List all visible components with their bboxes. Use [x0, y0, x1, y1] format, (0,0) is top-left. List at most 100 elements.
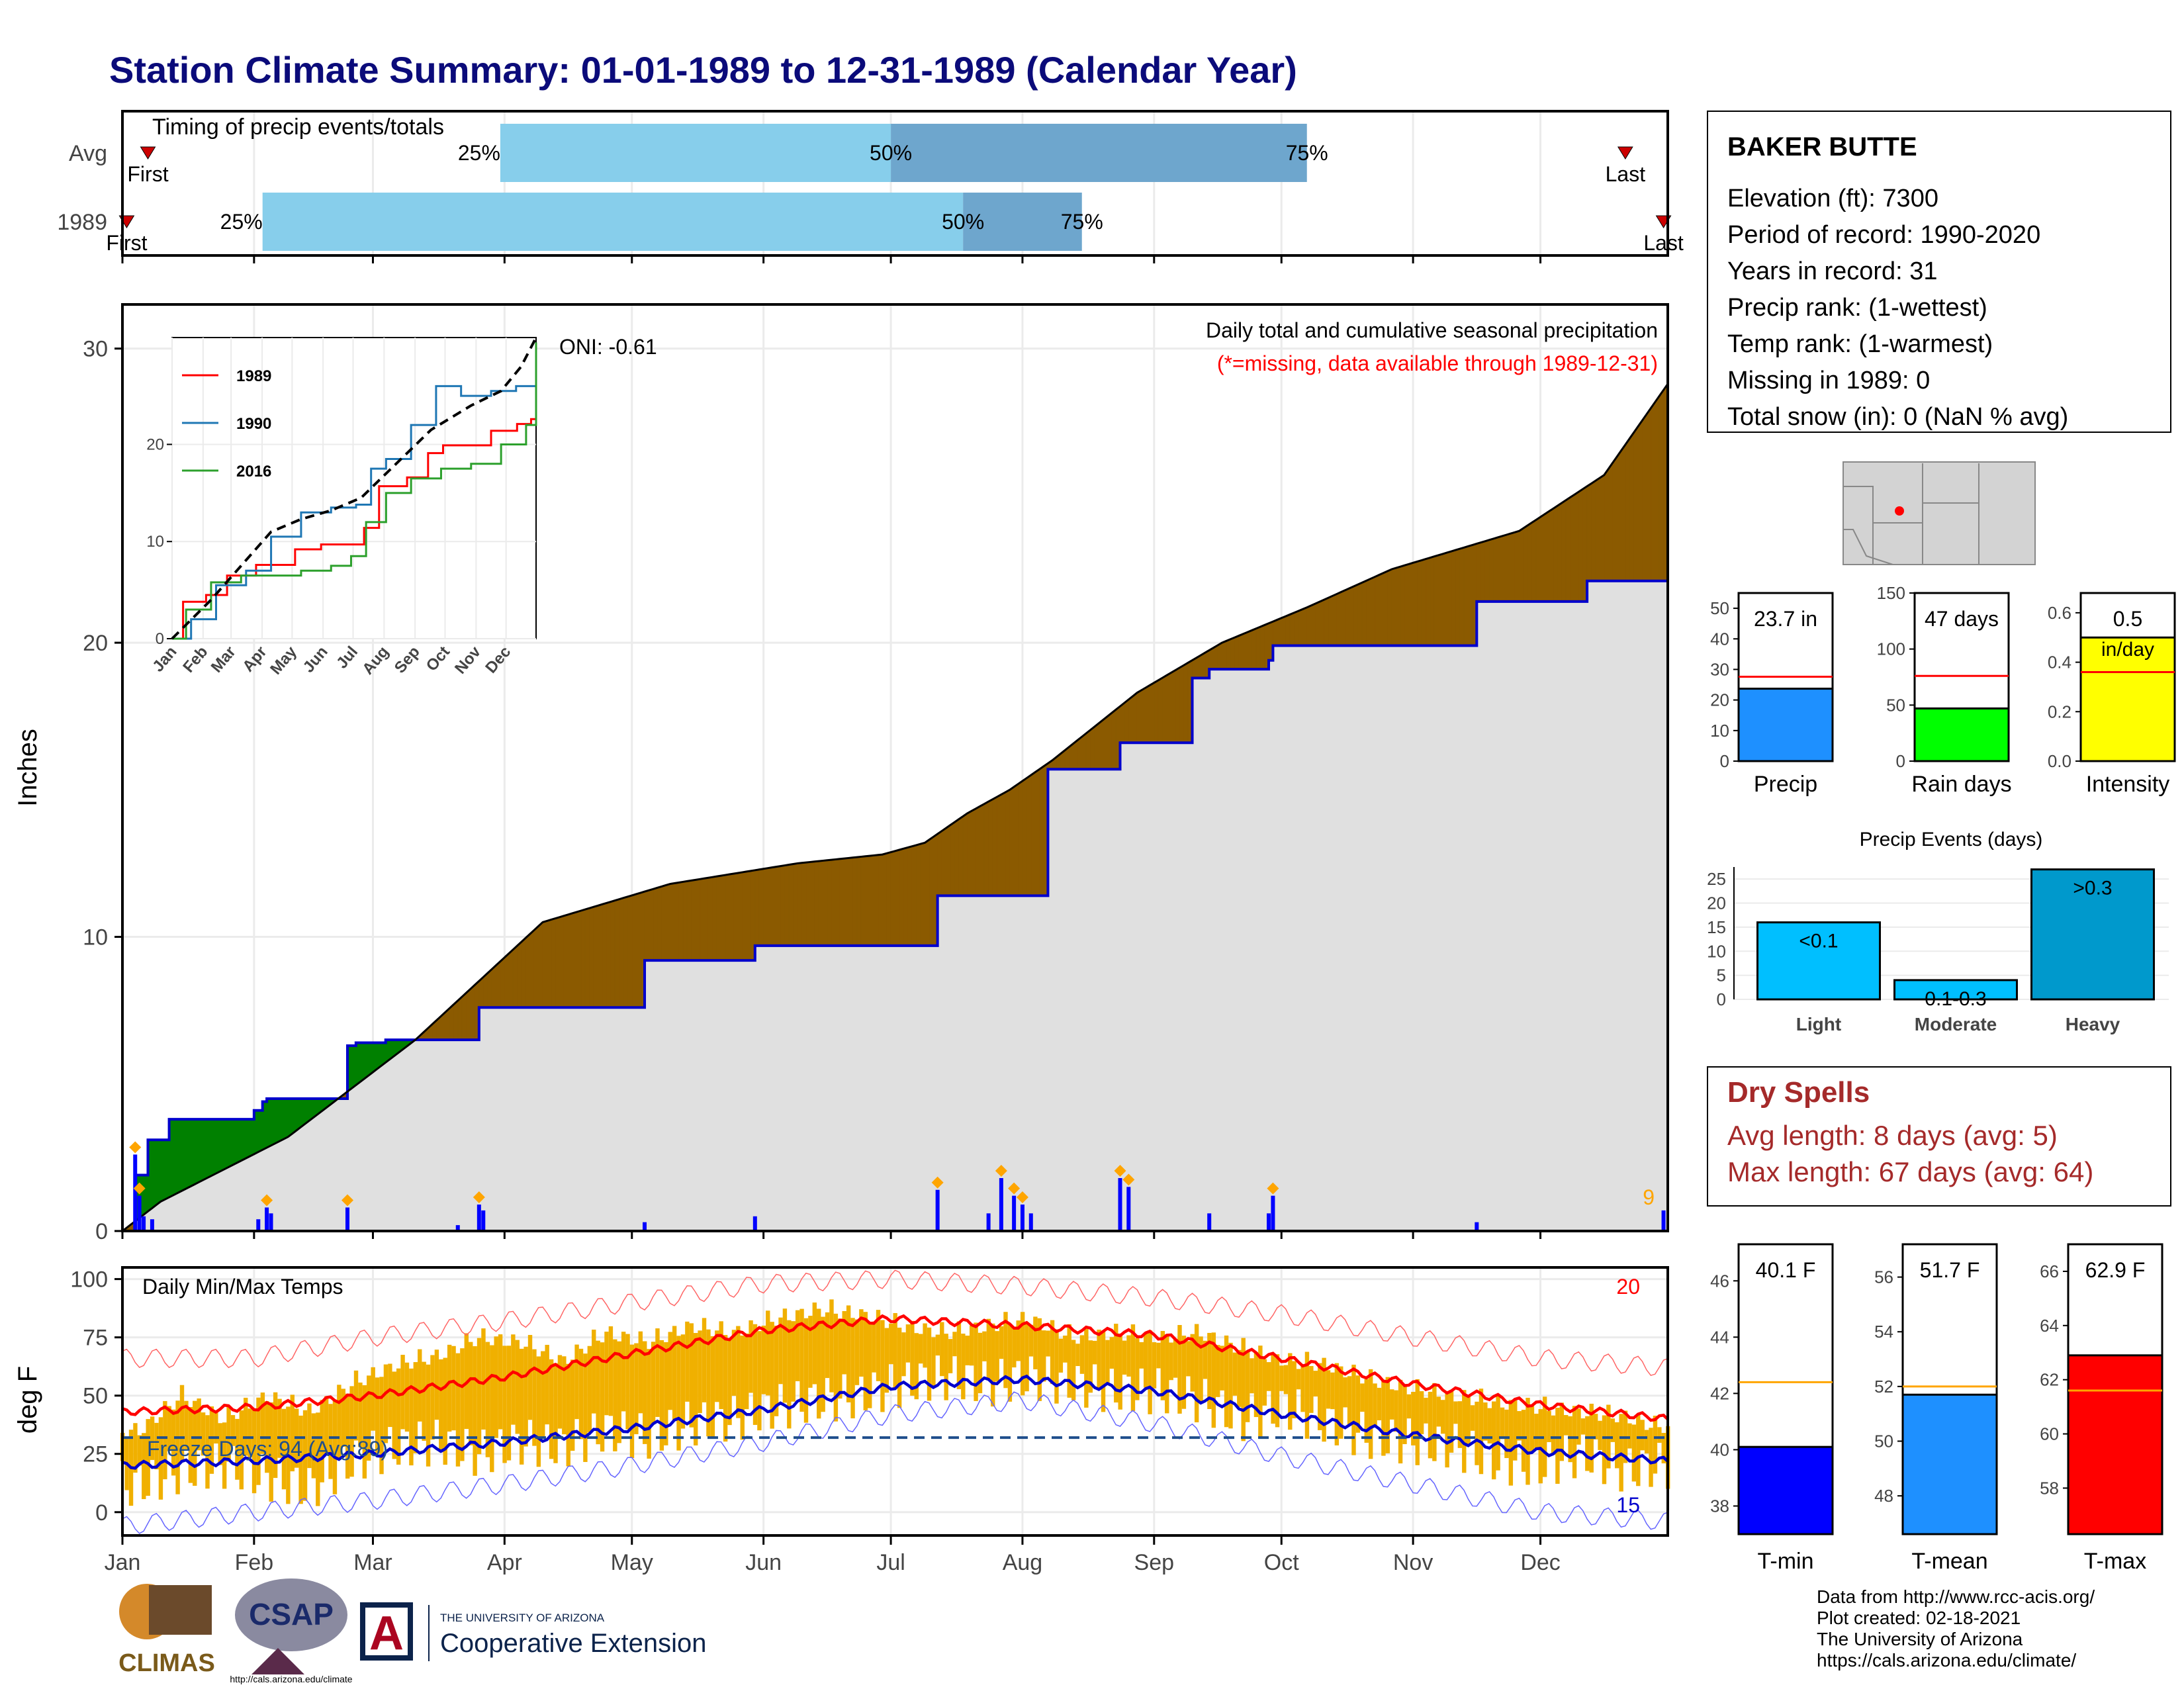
temp-daily-bar — [545, 1344, 549, 1425]
temp-daily-bar — [434, 1349, 439, 1420]
precip-daily-bar — [1118, 1178, 1122, 1231]
temp-daily-bar — [1479, 1389, 1484, 1475]
temp-daily-bar — [1551, 1415, 1556, 1455]
temp-y-axis: 0 25 50 75 100 — [70, 1267, 122, 1526]
temp-daily-bar — [1173, 1338, 1178, 1378]
temp-daily-bar — [1122, 1340, 1127, 1375]
ua-logo-coop: Cooperative Extension — [440, 1629, 706, 1658]
precip-base-fill — [122, 566, 1668, 1231]
precip-daily-bar — [265, 1207, 269, 1231]
temp-daily-bar — [910, 1320, 915, 1396]
temp-bar-label: T-min — [1758, 1549, 1814, 1574]
station-detail-line: Temp rank: (1-warmest) — [1727, 330, 1993, 358]
mini-bar-tick-label: 50 — [1710, 598, 1729, 618]
temp-daily-bar — [782, 1308, 788, 1403]
temp-daily-bar — [1271, 1353, 1275, 1424]
temp-daily-bar — [1279, 1365, 1284, 1391]
temp-daily-bar — [956, 1321, 962, 1389]
mini-bar-tick-label: 100 — [1877, 639, 1905, 659]
precip-areas — [122, 383, 1669, 1232]
temp-daily-bar — [999, 1326, 1004, 1359]
temp-daily-bar — [358, 1382, 363, 1447]
temp-bar-tick-label: 54 — [1874, 1322, 1893, 1342]
temp-daily-bar — [1517, 1411, 1522, 1441]
temp-daily-bar — [158, 1417, 163, 1500]
timing-heading: Timing of precip events/totals — [152, 114, 444, 140]
temp-daily-bar — [1228, 1342, 1233, 1429]
events-bar — [1756, 921, 1881, 1001]
temp-daily-bar — [146, 1419, 150, 1496]
temp-daily-bar — [1220, 1346, 1224, 1391]
temp-daily-bar — [647, 1349, 651, 1459]
events-category-label: Light — [1796, 1014, 1841, 1034]
temp-daily-bar — [1250, 1358, 1254, 1394]
temp-daily-bar — [473, 1346, 477, 1476]
temp-daily-bar — [1390, 1389, 1394, 1420]
temp-daily-bar — [770, 1322, 774, 1429]
temp-record-line — [122, 1391, 1668, 1534]
temp-y-tick-label: 75 — [83, 1326, 108, 1351]
temp-daily-bar — [1211, 1332, 1216, 1428]
station-name: BAKER BUTTE — [1727, 132, 1917, 161]
temp-daily-bar — [439, 1359, 443, 1453]
temp-daily-bar — [184, 1400, 189, 1449]
temp-daily-bar — [948, 1339, 953, 1373]
temp-title: Daily Min/Max Temps — [142, 1275, 343, 1299]
mini-bar-tick-label: 0 — [1896, 751, 1905, 771]
mini-bar-tick-label: 0.2 — [2048, 702, 2071, 721]
temp-daily-bar — [1576, 1408, 1581, 1445]
temp-daily-bar — [1253, 1351, 1259, 1418]
precip-daily-bar — [999, 1178, 1003, 1231]
temp-frame — [121, 1266, 1669, 1537]
temp-bar — [2067, 1354, 2163, 1535]
temp-daily-bar — [991, 1323, 995, 1407]
temp-daily-bar — [1216, 1345, 1220, 1397]
temp-bar-label: T-max — [2084, 1549, 2146, 1574]
precip-event-marker — [1114, 1165, 1126, 1177]
temp-record-line — [122, 1269, 1668, 1377]
temp-daily-bar — [1181, 1336, 1187, 1409]
temp-daily-bar — [1470, 1405, 1475, 1431]
timing-last-label: Last — [1606, 162, 1646, 186]
temp-daily-bar — [469, 1342, 473, 1445]
temp-daily-bar — [1555, 1408, 1560, 1484]
temp-daily-bar — [396, 1368, 401, 1465]
temp-daily-bar — [1406, 1394, 1412, 1419]
temp-daily-bar — [965, 1336, 970, 1365]
temp-daily-bar — [1377, 1387, 1382, 1420]
temp-daily-bar — [1436, 1396, 1441, 1427]
month-label: Jun — [745, 1550, 782, 1575]
freeze-days-label: Freeze Days: 94 (Avg:89) — [147, 1437, 388, 1461]
month-label: May — [611, 1550, 653, 1575]
temp-daily-bar — [723, 1335, 728, 1442]
temp-daily-bar — [426, 1364, 431, 1467]
temp-daily-bar — [1449, 1390, 1454, 1453]
map-border-south — [1843, 529, 1893, 565]
temp-daily-bar — [494, 1336, 498, 1438]
temp-daily-bar — [1351, 1364, 1356, 1455]
mini-bar-value: 0.5 — [2113, 607, 2142, 631]
timing-frame — [121, 110, 1669, 257]
temp-daily-bar — [570, 1359, 575, 1451]
temp-bar-tick-label: 44 — [1710, 1327, 1729, 1347]
temp-daily-bar — [1491, 1401, 1496, 1480]
events-bar — [2030, 868, 2155, 1001]
mini-bar-tick-label: 40 — [1710, 629, 1729, 649]
events-bar-label: <0.1 — [1799, 931, 1838, 952]
temp-daily-bar — [251, 1409, 257, 1494]
temp-daily-bar — [205, 1415, 210, 1489]
temp-daily-bar — [923, 1323, 927, 1368]
temp-daily-bar — [1355, 1375, 1361, 1433]
temp-daily-bar — [277, 1398, 282, 1458]
temp-daily-bar — [859, 1309, 864, 1377]
temp-daily-bar — [1300, 1364, 1305, 1412]
map-background — [1843, 461, 2036, 565]
precip-event-marker — [1008, 1182, 1021, 1195]
temperature-panel: 0 25 50 75 100 deg F Daily Min/Max Temps Fre… — [13, 1266, 1670, 1537]
temp-daily-bar — [1203, 1340, 1208, 1379]
temp-daily-bar — [260, 1392, 265, 1454]
temp-daily-bar — [422, 1361, 426, 1441]
precip-daily-bar — [752, 1216, 757, 1231]
temp-daily-bar — [1313, 1371, 1318, 1396]
